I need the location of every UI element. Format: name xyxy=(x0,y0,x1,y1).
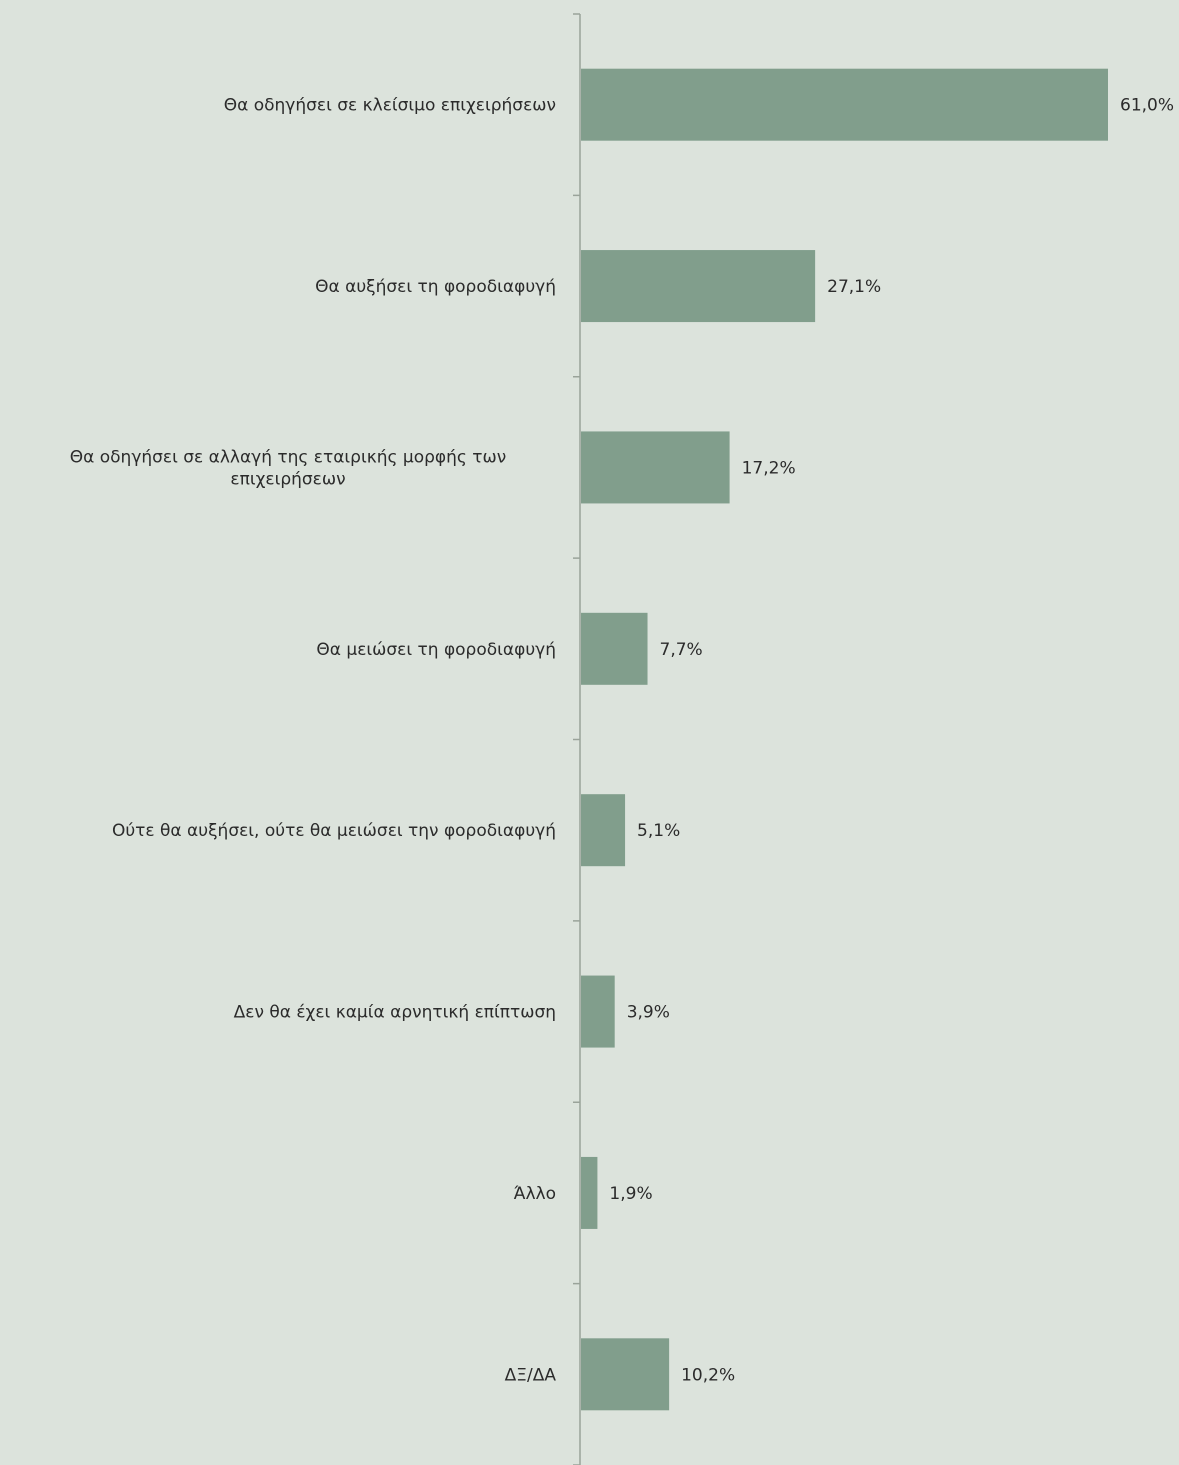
category-label-3: Θα μειώσει τη φοροδιαφυγή xyxy=(316,640,556,660)
bar-3 xyxy=(581,612,648,685)
bar-2 xyxy=(581,431,730,504)
value-label-6: 1,9% xyxy=(609,1184,652,1204)
category-label-5: Δεν θα έχει καμία αρνητική επίπτωση xyxy=(234,1003,556,1023)
bar-5 xyxy=(581,975,615,1048)
value-label-4: 5,1% xyxy=(637,821,680,841)
category-label-6: Άλλο xyxy=(514,1184,556,1204)
category-label-0: Θα οδηγήσει σε κλείσιμο επιχειρήσεων xyxy=(224,96,556,116)
category-label-4: Ούτε θα αυξήσει, ούτε θα μειώσει την φορ… xyxy=(112,821,556,841)
value-label-0: 61,0% xyxy=(1120,96,1174,116)
category-label-7: ΔΞ/ΔΑ xyxy=(505,1365,557,1385)
bar-4 xyxy=(581,794,626,867)
category-label-1: Θα αυξήσει τη φοροδιαφυγή xyxy=(315,277,556,297)
value-label-5: 3,9% xyxy=(627,1003,670,1023)
bar-6 xyxy=(581,1156,598,1229)
value-label-7: 10,2% xyxy=(681,1365,735,1385)
bar-7 xyxy=(581,1338,670,1411)
bar-1 xyxy=(581,250,816,323)
value-label-3: 7,7% xyxy=(660,640,703,660)
value-label-2: 17,2% xyxy=(742,458,796,478)
category-label-2: Θα οδηγήσει σε αλλαγή της εταιρικής μορφ… xyxy=(70,447,507,489)
value-label-1: 27,1% xyxy=(827,277,881,297)
bar-0 xyxy=(581,68,1108,141)
